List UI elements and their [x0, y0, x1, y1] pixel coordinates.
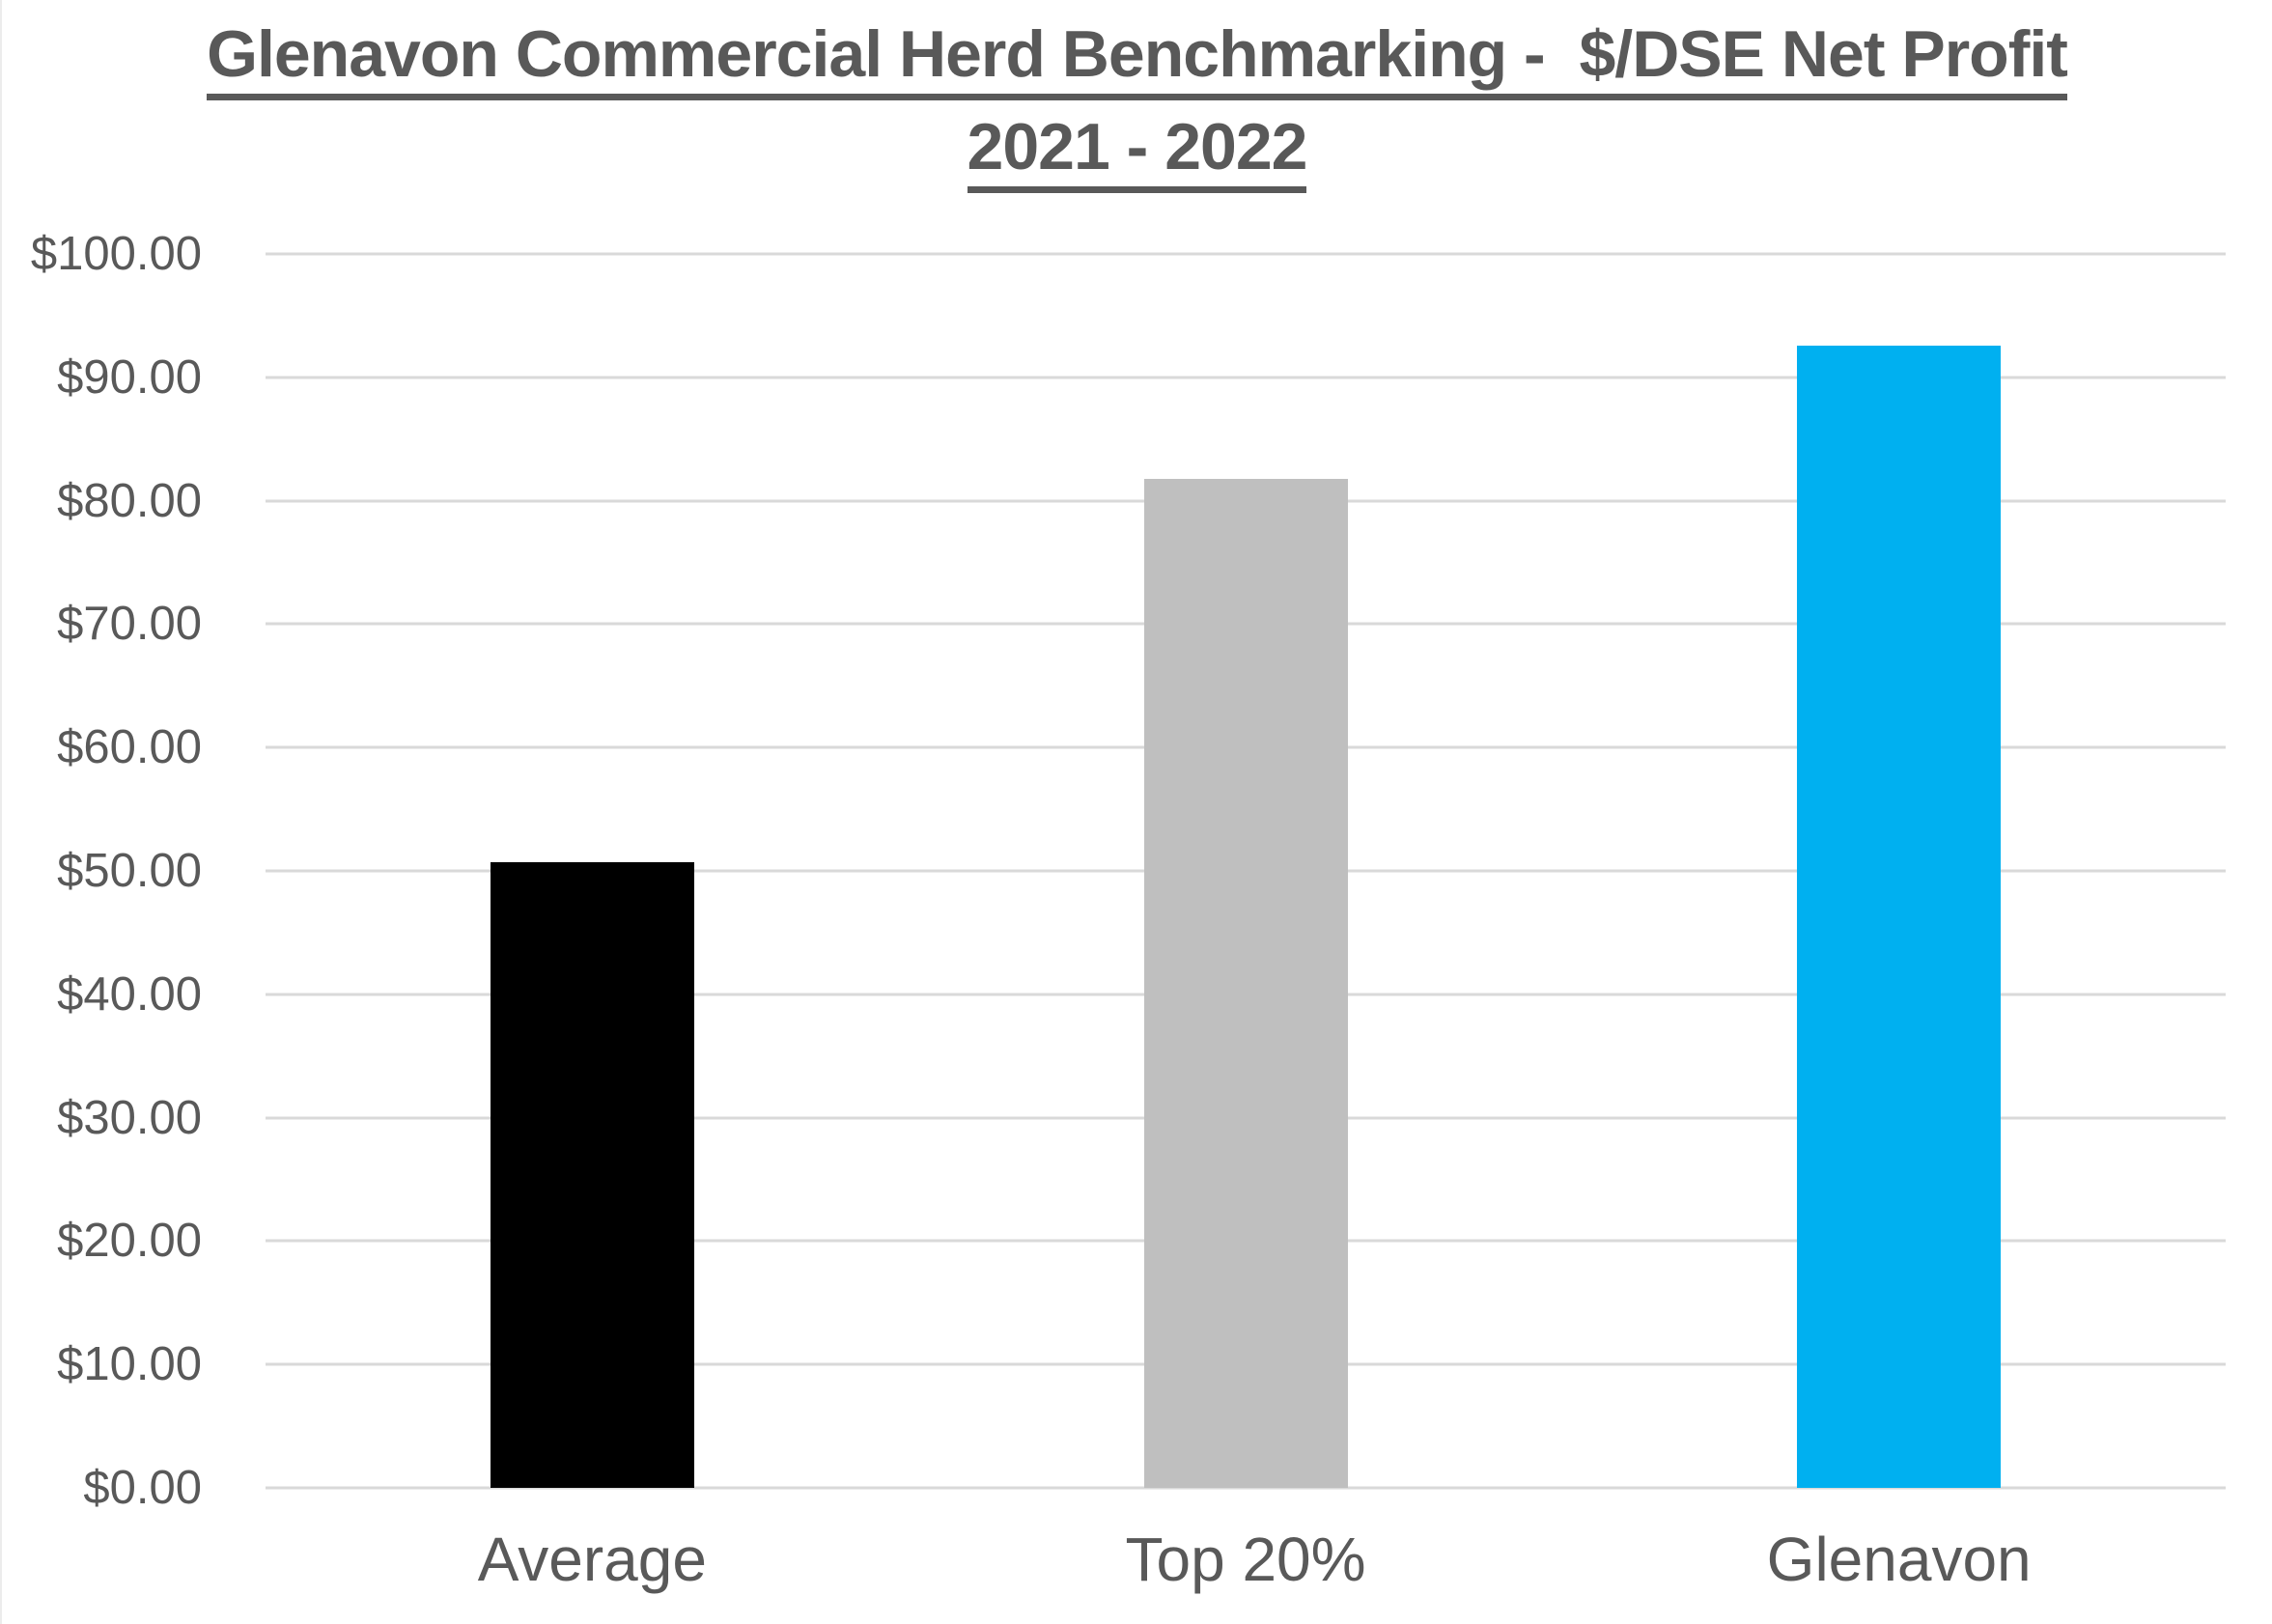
chart-title: Glenavon Commercial Herd Benchmarking - … [2, 21, 2272, 207]
y-axis-tick-label: $30.00 [57, 1091, 202, 1144]
x-axis-label: Average [477, 1525, 707, 1594]
y-axis-tick-label: $80.00 [57, 474, 202, 527]
chart-title-line-1: Glenavon Commercial Herd Benchmarking - … [207, 21, 2068, 100]
y-axis-tick-label: $90.00 [57, 350, 202, 404]
bar-top-20 [1144, 478, 1348, 1488]
y-axis-tick-label: $50.00 [57, 845, 202, 897]
x-axis-label: Top 20% [1125, 1525, 1366, 1594]
chart-title-line-2: 2021 - 2022 [967, 114, 1307, 193]
y-axis-tick-label: $20.00 [57, 1215, 202, 1268]
x-axis-label: Glenavon [1766, 1525, 2032, 1594]
gridline [266, 1486, 2226, 1490]
bar-glenavon [1797, 345, 2001, 1488]
gridline [266, 252, 2226, 256]
y-axis-tick-label: $60.00 [57, 721, 202, 774]
y-axis-tick-label: $40.00 [57, 967, 202, 1021]
y-axis-tick-label: $100.00 [30, 228, 202, 280]
y-axis-tick-label: $10.00 [57, 1338, 202, 1391]
gridline [266, 376, 2226, 379]
bar-average [491, 862, 694, 1488]
y-axis-tick-label: $0.00 [83, 1462, 202, 1514]
y-axis-tick-label: $70.00 [57, 598, 202, 651]
